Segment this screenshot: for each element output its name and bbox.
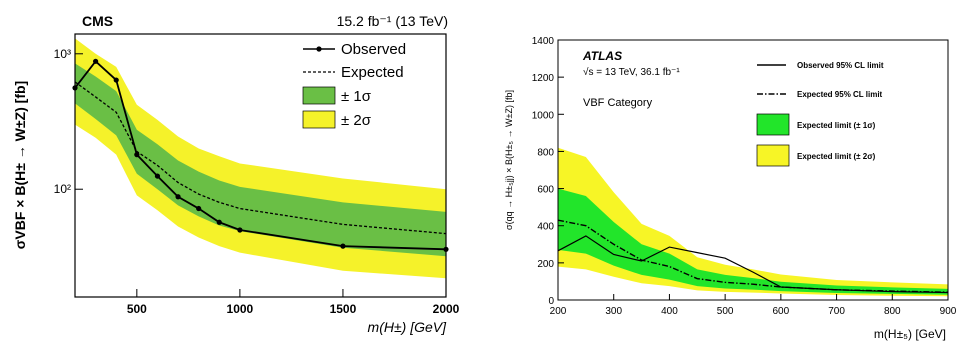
atlas-x-tick-label: 800 [884, 306, 901, 317]
cms-observed-point [340, 243, 346, 249]
atlas-category-label: VBF Category [583, 97, 653, 109]
atlas-legend-band2: Expected limit (± 2σ) [797, 152, 876, 161]
atlas-band-1sigma [558, 188, 948, 295]
cms-legend-band2-swatch [302, 110, 336, 129]
atlas-observed-line [557, 235, 949, 294]
atlas-legend-band1-swatch [756, 113, 790, 136]
atlas-y-tick-label: 1400 [532, 36, 555, 47]
cms-x-axis-label: m(H±) [GeV] [368, 319, 448, 335]
cms-x-ticks: 500 1000 1500 2000 [127, 289, 460, 316]
cms-expected-line [74, 81, 447, 235]
cms-observed-point [175, 194, 181, 200]
cms-title-left: CMS [82, 13, 113, 29]
cms-title-right: 15.2 fb⁻¹ (13 TeV) [337, 13, 448, 29]
atlas-y-axis-label: σ(qq → H±₅jj) × B(H±₅ → W±Z) [fb] [504, 90, 514, 230]
atlas-y-tick-label: 800 [537, 147, 554, 158]
atlas-y-tick-label: 600 [537, 185, 554, 196]
cms-observed-point [93, 58, 99, 64]
atlas-y-tick-label: 0 [548, 296, 554, 307]
atlas-title: ATLAS [582, 49, 622, 63]
atlas-lines [557, 219, 949, 294]
cms-legend-band2: ± 2σ [341, 112, 372, 129]
cms-legend: Observed Expected ± 1σ ± 2σ [302, 41, 406, 129]
atlas-legend-band1: Expected limit (± 1σ) [797, 121, 876, 130]
cms-legend-expected: Expected [341, 64, 404, 81]
atlas-legend-expected: Expected 95% CL limit [797, 90, 883, 99]
atlas-x-tick-label: 300 [605, 306, 622, 317]
atlas-y-tick-label: 400 [537, 222, 554, 233]
cms-band-1sigma [75, 63, 446, 257]
cms-x-tick-label: 1500 [330, 302, 357, 316]
atlas-subtitle: √s = 13 TeV, 36.1 fb⁻¹ [583, 66, 680, 78]
atlas-chart: 200 300 400 500 600 700 800 900 020040060080010… [504, 36, 956, 341]
cms-y-axis-label: σVBF × B(H± → W±Z) [fb] [12, 81, 28, 249]
cms-lines [72, 58, 449, 252]
atlas-x-axis-label: m(H±₅) [GeV] [874, 327, 946, 341]
atlas-band-2sigma [558, 147, 948, 297]
cms-observed-point [237, 227, 243, 233]
atlas-y-tick-label: 200 [537, 259, 554, 270]
atlas-x-tick-label: 400 [661, 306, 678, 317]
cms-observed-point [134, 152, 140, 158]
cms-chart: CMS 15.2 fb⁻¹ (13 TeV) 500 1000 1500 2000 1… [12, 13, 460, 335]
cms-legend-band1: ± 1σ [341, 88, 372, 105]
atlas-x-tick-label: 200 [550, 306, 567, 317]
atlas-legend-band2-swatch [756, 144, 790, 167]
atlas-y-ticks: 0 200 400 600 800 1000 1200 1400 [532, 36, 564, 307]
atlas-x-tick-label: 900 [940, 306, 956, 317]
cms-plot-frame [74, 33, 447, 298]
atlas-y-tick-label: 1200 [532, 73, 555, 84]
atlas-y-tick-label: 1000 [532, 110, 555, 121]
cms-observed-point [216, 219, 222, 225]
cms-legend-band1-swatch [302, 86, 336, 105]
cms-x-tick-label: 1000 [227, 302, 254, 316]
atlas-x-tick-label: 500 [717, 306, 734, 317]
cms-y-ticks: 10² 10³ [54, 47, 83, 196]
cms-legend-observed-marker [316, 46, 322, 52]
atlas-bands [558, 147, 948, 297]
atlas-x-tick-label: 700 [828, 306, 845, 317]
atlas-legend-observed: Observed 95% CL limit [797, 61, 884, 70]
cms-y-tick-label: 10³ [54, 47, 71, 61]
cms-observed-point [113, 77, 119, 83]
atlas-x-tick-label: 600 [773, 306, 790, 317]
cms-y-tick-label: 10² [54, 182, 71, 196]
cms-bands [75, 38, 446, 279]
cms-observed-point [154, 173, 161, 179]
cms-x-tick-label: 500 [127, 302, 147, 316]
cms-observed-point [196, 205, 202, 212]
atlas-plot-frame [557, 39, 949, 301]
atlas-legend: Observed 95% CL limit Expected 95% CL li… [756, 61, 884, 167]
cms-legend-observed: Observed [341, 41, 406, 58]
cms-x-tick-label: 2000 [433, 302, 460, 316]
atlas-x-ticks: 200 300 400 500 600 700 800 900 [550, 294, 956, 317]
